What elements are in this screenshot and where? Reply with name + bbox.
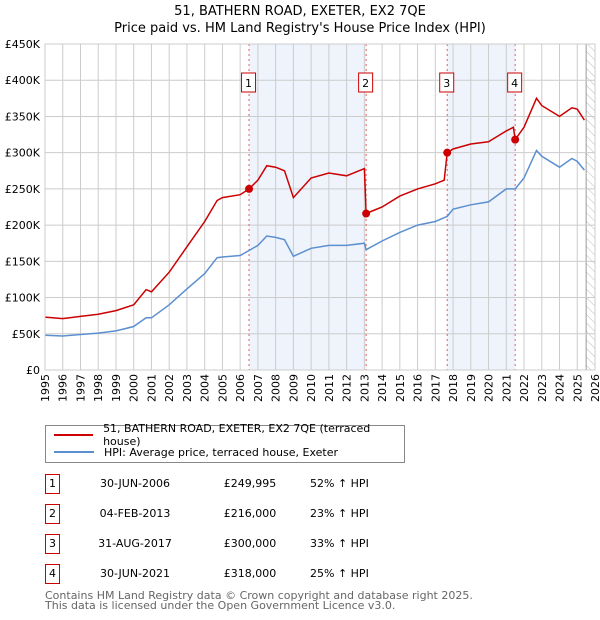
- sale-label: 1: [245, 77, 252, 90]
- x-tick-label: 2015: [394, 374, 407, 402]
- y-tick-label: £300K: [5, 147, 41, 160]
- transaction-date: 31-AUG-2017: [98, 537, 172, 550]
- y-tick-label: £150K: [5, 255, 41, 268]
- x-tick-label: 2000: [128, 374, 141, 402]
- y-tick-label: £50K: [12, 328, 41, 341]
- x-tick-label: 2019: [465, 374, 478, 402]
- transaction-price: £300,000: [223, 537, 277, 550]
- transaction-date: 04-FEB-2013: [99, 507, 171, 520]
- sale-point: [245, 184, 254, 193]
- legend-label-property: 51, BATHERN ROAD, EXETER, EX2 7QE (terra…: [103, 422, 371, 448]
- sale-point: [362, 209, 371, 218]
- chart-plot: 1995 1996 1997 1998 1999 2000 2001 2002 2003 2004…: [5, 38, 600, 402]
- sale-label-box: [507, 72, 523, 93]
- legend-swatch-red: [54, 434, 94, 436]
- sale-point: [511, 135, 520, 144]
- y-tick-label: £0: [26, 364, 40, 377]
- x-tick-label: 2004: [199, 374, 212, 402]
- plot-border: [44, 43, 596, 371]
- chart-subtitle: Price paid vs. HM Land Registry's House …: [114, 21, 486, 36]
- x-tick-label: 2026: [589, 374, 600, 402]
- x-tick-label: 2016: [412, 374, 425, 402]
- x-tick-label: 2007: [252, 374, 265, 402]
- y-tick-label: £250K: [5, 183, 41, 196]
- legend-label-hpi: HPI: Average price, terraced house, Exet…: [104, 445, 339, 459]
- x-tick-label: 2024: [554, 374, 567, 402]
- legend-item-hpi: HPI: Average price, terraced house, Exet…: [54, 444, 338, 460]
- sale-label: 2: [362, 77, 369, 90]
- future-hatch: [586, 44, 595, 370]
- x-tick-label: 2011: [323, 374, 336, 402]
- transaction-row: 1 30-JUN-2006 £249,995 52% ↑ HPI: [45, 474, 465, 494]
- y-tick-label: £400K: [5, 74, 41, 87]
- x-tick-label: 2023: [536, 374, 549, 402]
- footer-copyright: Contains HM Land Registry data © Crown c…: [45, 589, 473, 602]
- x-tick-label: 2012: [341, 374, 354, 402]
- transaction-number: 4: [45, 564, 60, 584]
- x-tick-label: 1998: [92, 374, 105, 402]
- x-tick-label: 2022: [518, 374, 531, 402]
- sale-label-box: [241, 72, 257, 93]
- x-tick-label: 2010: [305, 374, 318, 402]
- x-tick-label: 2003: [181, 374, 194, 402]
- x-tick-label: 2002: [163, 374, 176, 402]
- sale-label: 3: [443, 77, 450, 90]
- x-tick-label: 2018: [447, 374, 460, 402]
- transaction-number: 1: [45, 474, 60, 494]
- x-tick-label: 2009: [287, 374, 300, 402]
- x-tick-label: 2017: [429, 374, 442, 402]
- ownership-shade: [249, 44, 367, 370]
- transaction-price: £216,000: [223, 507, 277, 520]
- sale-label: 4: [511, 77, 518, 90]
- transaction-hpi: 52% ↑ HPI: [310, 477, 369, 490]
- transaction-hpi: 33% ↑ HPI: [310, 537, 369, 550]
- transaction-date: 30-JUN-2021: [99, 567, 171, 580]
- sale-label-box: [358, 72, 374, 93]
- legend: 51, BATHERN ROAD, EXETER, EX2 7QE (terra…: [45, 422, 405, 463]
- x-tick-label: 2005: [216, 374, 229, 402]
- ownership-shade: [447, 44, 516, 370]
- transaction-row: 4 30-JUN-2021 £318,000 25% ↑ HPI: [45, 564, 465, 584]
- x-tick-label: 2006: [234, 374, 247, 402]
- footer-licence: This data is licensed under the Open Gov…: [45, 599, 396, 612]
- hpi-line: [44, 149, 585, 337]
- x-tick-label: 2008: [270, 374, 283, 402]
- x-tick-label: 2013: [358, 374, 371, 402]
- sale-label-box: [439, 72, 455, 93]
- x-tick-label: 2014: [376, 374, 389, 402]
- transaction-price: £249,995: [223, 477, 277, 490]
- transaction-hpi: 25% ↑ HPI: [310, 567, 369, 580]
- y-tick-label: £200K: [5, 219, 41, 232]
- y-tick-label: £350K: [5, 110, 41, 123]
- chart-title: 51, BATHERN ROAD, EXETER, EX2 7QE: [174, 4, 426, 19]
- y-tick-label: £100K: [5, 292, 41, 305]
- x-tick-label: 1999: [110, 374, 123, 402]
- transaction-row: 3 31-AUG-2017 £300,000 33% ↑ HPI: [45, 534, 465, 554]
- x-tick-label: 2021: [500, 374, 513, 402]
- x-tick-label: 1996: [57, 374, 70, 402]
- x-tick-label: 1997: [74, 374, 87, 402]
- transaction-date: 30-JUN-2006: [99, 477, 171, 490]
- x-tick-label: 1995: [39, 374, 52, 402]
- legend-swatch-blue: [54, 451, 94, 453]
- x-tick-label: 2025: [571, 374, 584, 402]
- y-tick-label: £450K: [5, 38, 41, 51]
- legend-item-property: 51, BATHERN ROAD, EXETER, EX2 7QE (terra…: [54, 422, 404, 448]
- transaction-number: 2: [45, 504, 60, 524]
- sale-point: [443, 148, 452, 157]
- transaction-number: 3: [45, 534, 60, 554]
- x-tick-label: 2020: [483, 374, 496, 402]
- x-tick-label: 2001: [145, 374, 158, 402]
- transaction-row: 2 04-FEB-2013 £216,000 23% ↑ HPI: [45, 504, 465, 524]
- transaction-price: £318,000: [223, 567, 277, 580]
- transaction-hpi: 23% ↑ HPI: [310, 507, 369, 520]
